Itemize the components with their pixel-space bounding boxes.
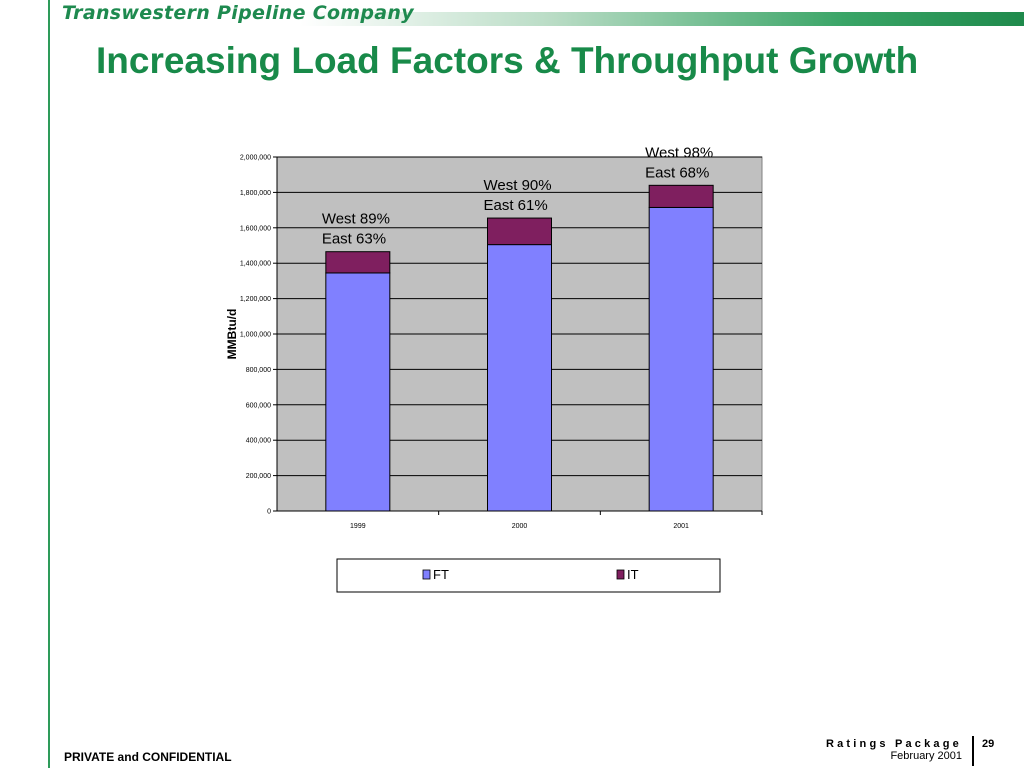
legend-label-ft: FT [433, 567, 449, 582]
bar-it-1999 [325, 251, 391, 274]
load-factor-east: East 63% [322, 231, 386, 248]
legend-box [336, 558, 721, 593]
bar-ft-2000 [487, 244, 552, 512]
load-factor-west: West 89% [322, 211, 390, 228]
load-factor-east: East 61% [484, 197, 548, 214]
header-banner: Transwestern Pipeline Company [0, 0, 1024, 30]
y-tick-label: 400,000 [246, 438, 271, 445]
y-tick-label: 0 [267, 509, 271, 516]
y-tick-label: 800,000 [246, 367, 271, 374]
legend-label-it: IT [627, 567, 639, 582]
y-tick-label: 1,600,000 [240, 225, 271, 232]
x-tick-label: 2000 [512, 523, 528, 530]
load-factor-east: East 68% [645, 164, 709, 181]
y-tick-label: 1,800,000 [240, 190, 271, 197]
company-name: Transwestern Pipeline Company [62, 2, 414, 24]
bar-it-2001 [648, 184, 714, 208]
load-factor-west: West 90% [484, 177, 552, 194]
page-title: Increasing Load Factors & Throughput Gro… [96, 40, 919, 81]
bar-it-2000 [487, 217, 552, 246]
bar-ft-2001 [648, 206, 714, 512]
y-tick-label: 600,000 [246, 402, 271, 409]
y-tick-label: 2,000,000 [240, 155, 271, 162]
banner-gradient [300, 12, 1024, 26]
footer-separator [972, 736, 974, 766]
x-tick-label: 2001 [673, 523, 689, 530]
footer-date: February 2001 [890, 750, 962, 762]
legend-swatch-it [616, 569, 625, 580]
y-tick-label: 1,400,000 [240, 261, 271, 268]
load-factor-west: West 98% [645, 144, 713, 161]
y-tick-label: 200,000 [246, 473, 271, 480]
bar-ft-1999 [325, 272, 391, 512]
y-tick-label: 1,000,000 [240, 332, 271, 339]
page-number: 29 [982, 738, 995, 750]
left-accent-line [48, 0, 50, 768]
x-tick-label: 1999 [350, 523, 366, 530]
y-tick-label: 1,200,000 [240, 296, 271, 303]
legend-swatch-ft [422, 569, 431, 580]
footer-confidential: PRIVATE and CONFIDENTIAL [64, 750, 232, 764]
y-axis-label: MMBtu/d [225, 309, 239, 360]
footer-info: Ratings Package February 2001 [826, 738, 962, 762]
footer-package: Ratings Package [825, 738, 962, 750]
